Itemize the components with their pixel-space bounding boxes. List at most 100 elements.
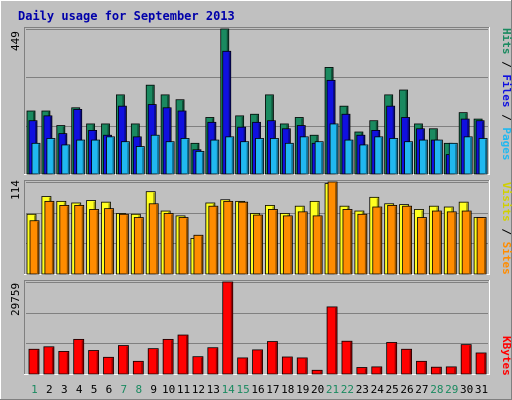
bar-pages (210, 139, 220, 175)
bar-pages-shade (127, 142, 129, 174)
bar-sites (268, 209, 278, 275)
x-tick-label: 3 (61, 383, 68, 396)
bar-pages (374, 136, 384, 175)
x-tick-label: 9 (150, 383, 157, 396)
bar-files-shade (228, 52, 231, 174)
bar-kbytes (281, 356, 293, 375)
bar-sites-shade (81, 206, 84, 274)
bar-pages (344, 139, 354, 175)
bar-sites (163, 213, 174, 275)
bar-kbytes-shade (96, 351, 99, 374)
bar-kbytes-shade (275, 342, 277, 374)
bar-kbytes (162, 338, 174, 375)
x-tick-label: 23 (356, 383, 369, 396)
bar-kbytes-shade (171, 340, 173, 374)
x-tick-label: 15 (236, 383, 249, 396)
bottom-panel-legend: KBytes (500, 336, 512, 376)
bar-kbytes-shade (424, 362, 426, 374)
bar-pages (404, 141, 413, 175)
bar-pages (150, 134, 160, 175)
bar-sites (104, 208, 114, 275)
bar-pages (448, 142, 458, 175)
bar-kbytes (460, 344, 472, 375)
bar-sites-shade (409, 207, 412, 274)
bar-sites-shade (320, 216, 322, 274)
bar-sites-shade (469, 212, 471, 274)
bar-kbytes-shade (305, 358, 307, 374)
bar-sites-shade (111, 209, 114, 274)
bar-pages-shade (291, 144, 293, 174)
bar-kbytes-shade (409, 350, 412, 374)
bar-pages-shade (157, 136, 159, 174)
bar-sites (89, 209, 100, 275)
bar-pages-shade (410, 142, 413, 174)
bar-pages (240, 141, 250, 175)
x-tick-label: 13 (207, 383, 220, 396)
bar-pages (284, 142, 294, 175)
bar-kbytes-shade (156, 349, 158, 374)
bar-pages-shade (201, 152, 204, 174)
bar-sites-shade (454, 212, 456, 274)
x-tick-label: 16 (251, 383, 264, 396)
bar-sites-shade (126, 215, 128, 274)
bar-kbytes (401, 348, 412, 375)
bar-kbytes (341, 340, 353, 375)
x-tick-label: 20 (311, 383, 324, 396)
bar-pages (121, 141, 130, 175)
bar-kbytes (445, 366, 457, 375)
bar-sites-shade (349, 210, 352, 274)
bar-pages (329, 123, 339, 175)
bar-sites (148, 203, 159, 275)
bar-files-shade (124, 107, 126, 174)
bar-kbytes (252, 349, 263, 375)
bar-kbytes-shade (200, 357, 203, 374)
bar-kbytes (88, 350, 100, 375)
bar-sites-shade (484, 218, 486, 274)
bar-kbytes (311, 369, 323, 375)
bottom-panel-ymax-label: 29759 (9, 283, 22, 316)
x-tick-label: 8 (135, 383, 142, 396)
bar-sites (417, 217, 427, 275)
bar-pages-shade (306, 137, 308, 174)
legend-kbytes: KBytes (500, 336, 512, 376)
bar-pages-shade (336, 124, 338, 174)
bar-kbytes (386, 342, 398, 375)
bar-kbytes-shade (37, 350, 39, 374)
x-tick-label: 31 (475, 383, 488, 396)
bar-kbytes-shade (66, 352, 69, 374)
bar-kbytes-shade (290, 357, 292, 374)
bar-pages-shade (440, 141, 442, 174)
bar-pages (225, 136, 235, 175)
bar-sites (282, 215, 293, 275)
bar-sites (461, 210, 472, 275)
legend-separator-2: / (500, 108, 512, 128)
bar-pages (359, 144, 369, 175)
legend-files: Files (500, 74, 512, 107)
bar-kbytes-shade (260, 350, 263, 374)
x-tick-label: 25 (386, 383, 399, 396)
bar-pages-shade (321, 142, 323, 174)
bar-kbytes-shade (394, 343, 397, 374)
bar-sites (431, 210, 442, 275)
bar-pages (255, 138, 264, 175)
x-tick-label: 29 (445, 383, 458, 396)
bar-sites (223, 200, 234, 275)
bar-pages (135, 146, 145, 175)
bar-pages-shade (82, 141, 85, 174)
bar-pages (91, 139, 101, 175)
bar-kbytes-shade (111, 358, 114, 374)
bar-sites-shade (200, 236, 203, 274)
bar-kbytes-shade (141, 362, 143, 374)
x-tick-label: 12 (192, 383, 205, 396)
bar-kbytes-shade (81, 340, 84, 374)
bar-pages (463, 136, 473, 175)
bar-kbytes (28, 348, 40, 375)
bar-sites (238, 201, 249, 275)
bar-sites (253, 214, 263, 275)
middle-panel-bars (26, 181, 487, 275)
x-tick-label: 10 (162, 383, 175, 396)
x-tick-label: 17 (266, 383, 279, 396)
bar-sites-shade (439, 212, 441, 274)
bar-sites-shade (379, 208, 382, 274)
